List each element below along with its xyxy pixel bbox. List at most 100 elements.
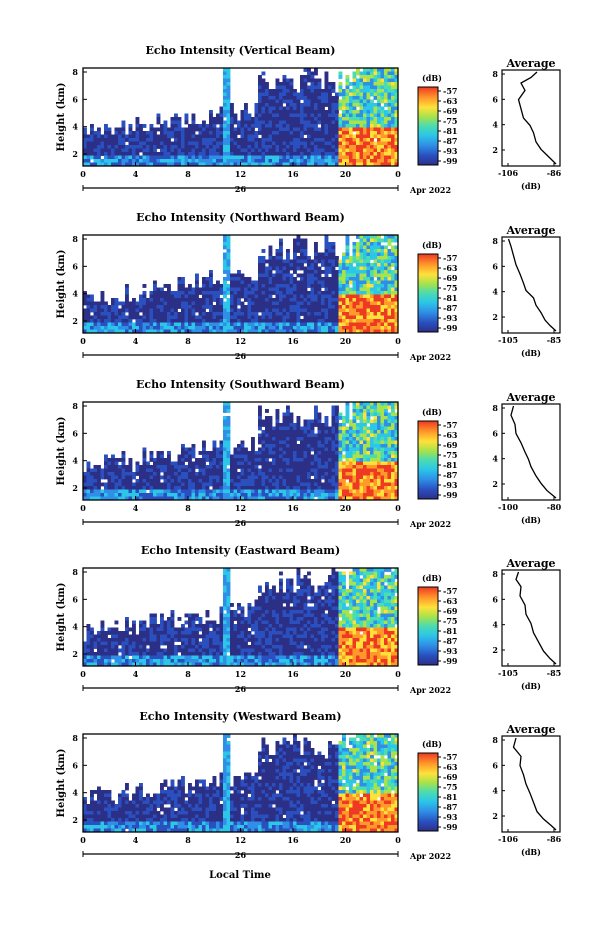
x-tick-label: 4: [133, 669, 139, 679]
colorbar-tick-label: -57: [443, 420, 457, 430]
average-x-tick-label: -85: [547, 335, 561, 345]
colorbar-tick-label: -87: [443, 303, 457, 313]
average-y-tick-label: 8: [492, 69, 498, 79]
y-tick-label: 4: [72, 456, 78, 466]
date-tick-label: 26: [235, 850, 247, 860]
x-tick-label: 16: [287, 835, 299, 845]
x-tick-label: 4: [133, 169, 139, 179]
x-tick-label: 8: [185, 336, 191, 346]
colorbar-tick-label: -69: [443, 606, 458, 616]
x-tick-label: 16: [287, 503, 299, 513]
x-tick-label: 8: [185, 503, 191, 513]
x-tick-label: 4: [133, 503, 139, 513]
x-tick-label: 12: [235, 503, 246, 513]
colorbar-tick-label: -63: [443, 762, 458, 772]
average-frame: [501, 69, 561, 167]
colorbar: [417, 752, 439, 832]
average-xlabel: (dB): [521, 181, 541, 191]
average-title: Average: [505, 723, 555, 736]
colorbar-tick-label: -57: [443, 253, 457, 263]
colorbar-tick-label: -87: [443, 136, 457, 146]
average-y-tick-label: 6: [492, 428, 498, 438]
y-tick-label: 4: [72, 289, 78, 299]
date-label: Apr 2022: [409, 685, 451, 695]
average-y-tick-label: 4: [492, 287, 498, 297]
colorbar-tick-label: -75: [443, 450, 457, 460]
average-y-tick-label: 2: [492, 645, 498, 655]
y-axis-label: Height (km): [56, 250, 67, 319]
y-tick-label: 8: [72, 567, 78, 577]
average-y-tick-label: 8: [492, 735, 498, 745]
average-title: Average: [505, 391, 555, 404]
colorbar-tick-label: -57: [443, 752, 457, 762]
colorbar-tick-label: -63: [443, 430, 458, 440]
average-y-tick-label: 6: [492, 94, 498, 104]
colorbar-tick-label: -87: [443, 470, 457, 480]
y-tick-label: 8: [72, 733, 78, 743]
x-tick-label: 0: [395, 835, 401, 845]
panel-1: Echo Intensity (Northward Beam) Height (k…: [56, 211, 561, 362]
average-x-tick-label: -80: [547, 502, 562, 512]
average-x-tick-label: -86: [547, 168, 562, 178]
date-tick-label: 26: [235, 684, 247, 694]
y-tick-label: 6: [72, 428, 78, 438]
colorbar-tick-label: -63: [443, 263, 458, 273]
average-profile-line: [517, 71, 557, 165]
average-xlabel: (dB): [521, 681, 541, 691]
date-label: Apr 2022: [409, 851, 451, 861]
colorbar-tick-label: -93: [443, 812, 458, 822]
average-x-tick-label: -106: [498, 834, 518, 844]
date-label: Apr 2022: [409, 352, 451, 362]
y-tick-label: 6: [72, 94, 78, 104]
x-tick-label: 8: [185, 835, 191, 845]
colorbar-tick-label: -75: [443, 616, 457, 626]
y-tick-label: 4: [72, 788, 78, 798]
average-x-tick-label: -106: [498, 168, 518, 178]
heatmap-cells: [83, 68, 398, 166]
y-tick-label: 6: [72, 760, 78, 770]
colorbar-tick-label: -69: [443, 440, 458, 450]
average-x-tick-label: -105: [498, 335, 518, 345]
x-tick-label: 12: [235, 835, 246, 845]
x-tick-label: 12: [235, 169, 246, 179]
colorbar-tick-label: -75: [443, 283, 457, 293]
average-x-tick-label: -100: [498, 502, 518, 512]
x-tick-label: 20: [340, 835, 352, 845]
colorbar-tick-label: -57: [443, 86, 457, 96]
average-title: Average: [505, 57, 555, 70]
y-tick-label: 2: [72, 316, 78, 326]
average-frame: [501, 735, 561, 833]
x-tick-label: 0: [395, 336, 401, 346]
x-tick-label: 0: [80, 336, 86, 346]
colorbar-tick-label: -81: [443, 460, 457, 470]
y-tick-label: 2: [72, 815, 78, 825]
colorbar-tick-label: -81: [443, 626, 457, 636]
colorbar: [417, 253, 439, 333]
x-tick-label: 20: [340, 169, 352, 179]
average-y-tick-label: 8: [492, 403, 498, 413]
colorbar: [417, 586, 439, 666]
colorbar-label: (dB): [422, 240, 442, 250]
y-tick-label: 2: [72, 649, 78, 659]
average-y-tick-label: 6: [492, 760, 498, 770]
panel-title: Echo Intensity (Vertical Beam): [145, 44, 335, 57]
y-tick-label: 8: [72, 401, 78, 411]
average-x-tick-label: -105: [498, 668, 518, 678]
colorbar-label: (dB): [422, 73, 442, 83]
colorbar-tick-label: -75: [443, 782, 457, 792]
x-tick-label: 4: [133, 336, 139, 346]
colorbar-tick-label: -63: [443, 96, 458, 106]
average-profile-line: [507, 238, 557, 332]
x-tick-label: 0: [395, 669, 401, 679]
colorbar-tick-label: -63: [443, 596, 458, 606]
colorbar-tick-label: -81: [443, 293, 457, 303]
y-axis-label: Height (km): [56, 749, 67, 818]
colorbar-tick-label: -93: [443, 480, 458, 490]
colorbar-tick-label: -69: [443, 772, 458, 782]
average-y-tick-label: 4: [492, 786, 498, 796]
x-tick-label: 0: [395, 503, 401, 513]
colorbar-tick-label: -81: [443, 792, 457, 802]
y-tick-label: 6: [72, 261, 78, 271]
x-tick-label: 0: [80, 503, 86, 513]
average-x-tick-label: -86: [547, 834, 562, 844]
